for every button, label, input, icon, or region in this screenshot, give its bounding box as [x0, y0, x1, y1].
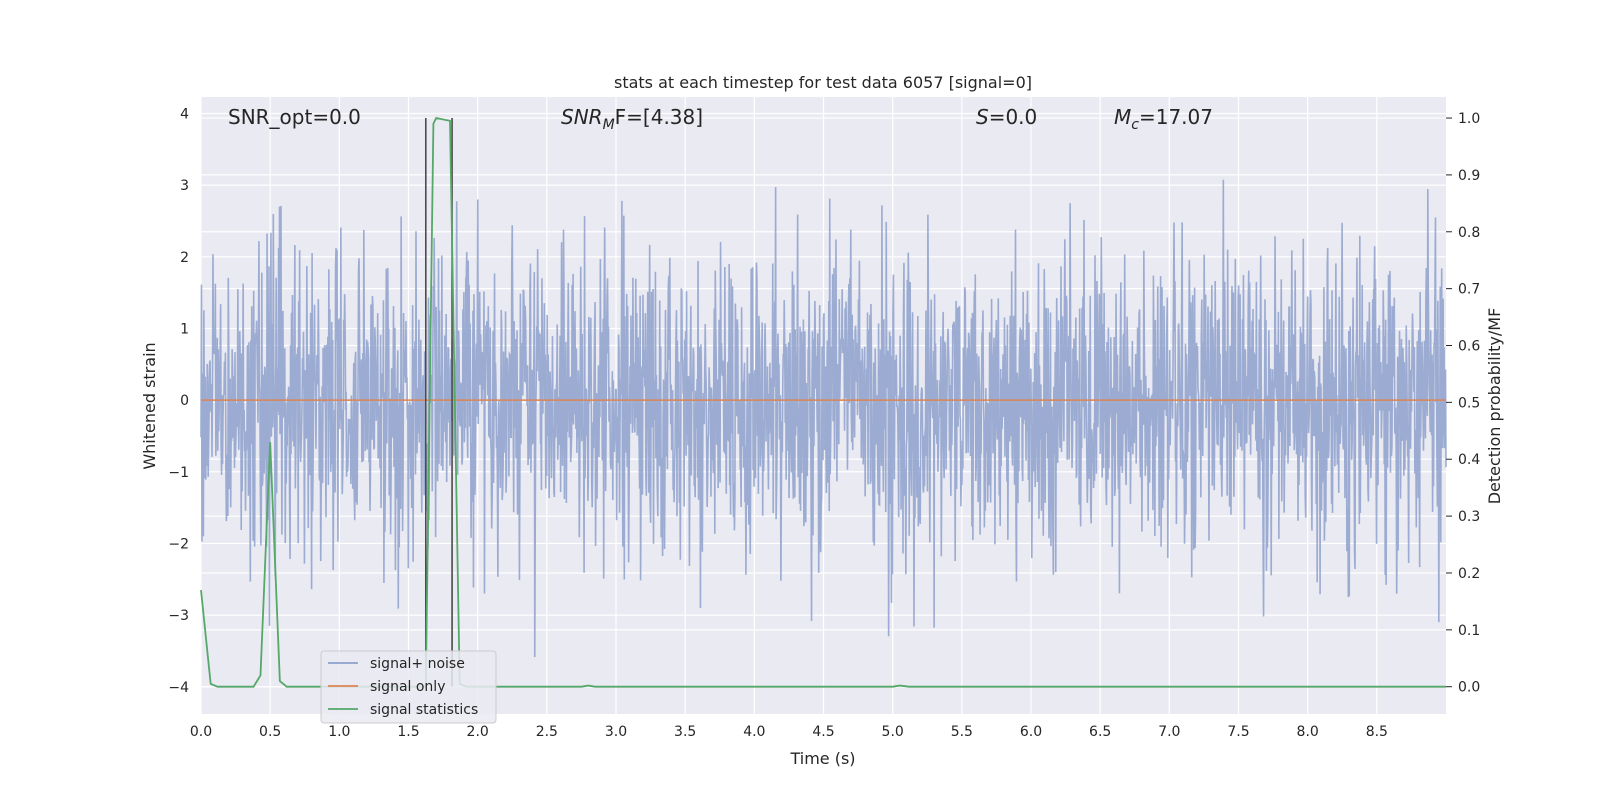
- x-tick-label: 4.5: [812, 724, 834, 740]
- y-axis-left-label: Whitened strain: [140, 342, 159, 469]
- x-tick-label: 0.5: [259, 724, 281, 740]
- y-tick-left-label: −2: [168, 536, 189, 552]
- y-tick-right-label: 0.0: [1458, 680, 1480, 696]
- y-tick-right-label: 0.9: [1458, 168, 1480, 184]
- y-tick-right-label: 0.2: [1458, 566, 1480, 582]
- x-tick-label: 0.0: [190, 724, 212, 740]
- annotation-mc: Mc=17.07: [1114, 105, 1213, 133]
- annotation-s: S=0.0: [976, 105, 1037, 129]
- x-tick-label: 5.0: [882, 724, 904, 740]
- y-tick-left-label: −4: [168, 680, 189, 696]
- chart-title: stats at each timestep for test data 605…: [614, 73, 1032, 92]
- x-axis-ticks: 0.0 0.5 1.0 1.5 2.0 2.5 3.0 3.5 4.0 4.5 5.0 5.5 6.0 6…: [190, 724, 1388, 740]
- legend-label-signal-statistics: signal statistics: [370, 702, 478, 718]
- x-tick-label: 6.0: [1020, 724, 1042, 740]
- x-tick-label: 7.5: [1227, 724, 1249, 740]
- x-tick-label: 4.0: [743, 724, 765, 740]
- y-tick-right-label: 1.0: [1458, 111, 1480, 127]
- y-tick-right-label: 0.4: [1458, 452, 1480, 468]
- x-tick-label: 8.0: [1297, 724, 1319, 740]
- y-tick-left-label: −1: [168, 465, 189, 481]
- y-tick-left-label: −3: [168, 608, 189, 624]
- annotation-snr-opt: SNR_opt=0.0: [228, 105, 361, 129]
- x-tick-label: 2.5: [536, 724, 558, 740]
- x-tick-label: 7.0: [1158, 724, 1180, 740]
- y-tick-right-label: 0.5: [1458, 395, 1480, 411]
- x-tick-label: 5.5: [951, 724, 973, 740]
- annotation-snr-mf: SNRMF=[4.38]: [561, 105, 703, 133]
- y-axis-right-ticks: 0.0 0.1 0.2 0.3 0.4 0.5 0.6 0.7 0.8 0.9 1.0: [1446, 111, 1480, 696]
- y-tick-left-label: 0: [180, 393, 189, 409]
- x-tick-label: 6.5: [1089, 724, 1111, 740]
- x-tick-label: 1.5: [397, 724, 419, 740]
- x-axis-label: Time (s): [789, 749, 855, 768]
- legend-label-signal-only: signal only: [370, 679, 445, 695]
- y-tick-left-label: 2: [180, 250, 189, 266]
- x-tick-label: 8.5: [1366, 724, 1388, 740]
- y-tick-right-label: 0.6: [1458, 339, 1480, 355]
- signal-noise-trace: [200, 179, 1447, 658]
- series-signal-noise: [200, 179, 1447, 658]
- x-tick-label: 3.0: [605, 724, 627, 740]
- y-axis-left-ticks: −4 −3 −2 −1 0 1 2 3 4: [168, 106, 189, 695]
- x-tick-label: 1.0: [328, 724, 350, 740]
- y-tick-right-label: 0.1: [1458, 623, 1480, 639]
- y-tick-right-label: 0.8: [1458, 225, 1480, 241]
- legend-label-signal-noise: signal+ noise: [370, 656, 465, 672]
- series-signal-statistics: [200, 117, 1446, 688]
- y-tick-left-label: 4: [180, 106, 189, 122]
- y-tick-right-label: 0.7: [1458, 282, 1480, 298]
- y-tick-left-label: 1: [180, 321, 189, 337]
- x-tick-label: 2.0: [467, 724, 489, 740]
- y-tick-left-label: 3: [180, 178, 189, 194]
- legend: signal+ noise signal only signal statist…: [320, 650, 497, 724]
- x-tick-label: 3.5: [674, 724, 696, 740]
- y-tick-right-label: 0.3: [1458, 509, 1480, 525]
- y-axis-right-label: Detection probability/MF: [1485, 308, 1504, 505]
